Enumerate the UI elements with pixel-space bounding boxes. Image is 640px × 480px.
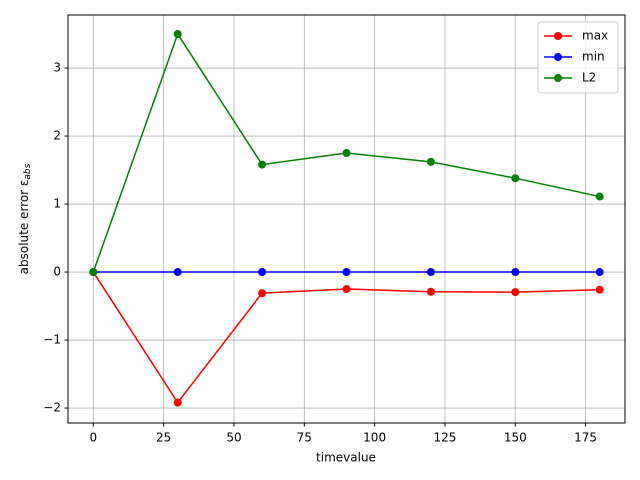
y-axis-label-subscript: abs — [23, 163, 33, 179]
data-point — [426, 268, 435, 277]
legend-label: min — [582, 50, 605, 64]
legend-label: L2 — [582, 71, 596, 85]
data-point — [258, 268, 267, 277]
x-tick-label: 25 — [156, 431, 171, 445]
data-point — [258, 289, 267, 298]
data-point — [342, 149, 351, 158]
data-point — [89, 268, 98, 277]
x-tick-label: 0 — [89, 431, 97, 445]
data-point — [342, 285, 351, 294]
y-axis-label-text: absolute error ε — [17, 180, 31, 275]
x-tick-label: 125 — [434, 431, 457, 445]
data-point — [258, 160, 267, 169]
y-tick-label: 0 — [53, 265, 61, 279]
data-point — [426, 157, 435, 166]
legend-label: max — [582, 29, 608, 43]
legend-marker — [554, 74, 562, 82]
data-point — [173, 268, 182, 277]
data-point — [595, 192, 604, 201]
x-tick-label: 75 — [297, 431, 312, 445]
y-tick-label: −1 — [43, 333, 61, 347]
y-tick-label: −2 — [43, 401, 61, 415]
x-tick-label: 100 — [363, 431, 386, 445]
y-tick-label: 1 — [53, 197, 61, 211]
x-tick-label: 150 — [504, 431, 527, 445]
y-axis-label: absolute error εabs — [17, 163, 33, 274]
data-point — [426, 287, 435, 296]
data-point — [173, 30, 182, 39]
data-point — [342, 268, 351, 277]
data-point — [511, 288, 520, 297]
x-axis-label: timevalue — [316, 451, 376, 465]
legend-marker — [554, 32, 562, 40]
legend-marker — [554, 53, 562, 61]
x-tick-label: 50 — [226, 431, 241, 445]
x-tick-label: 175 — [574, 431, 597, 445]
data-point — [511, 268, 520, 277]
data-point — [595, 285, 604, 294]
y-tick-label: 2 — [53, 129, 61, 143]
y-tick-label: 3 — [53, 61, 61, 75]
data-point — [511, 174, 520, 183]
data-point — [173, 398, 182, 407]
data-point — [595, 268, 604, 277]
plot-frame — [67, 14, 626, 424]
